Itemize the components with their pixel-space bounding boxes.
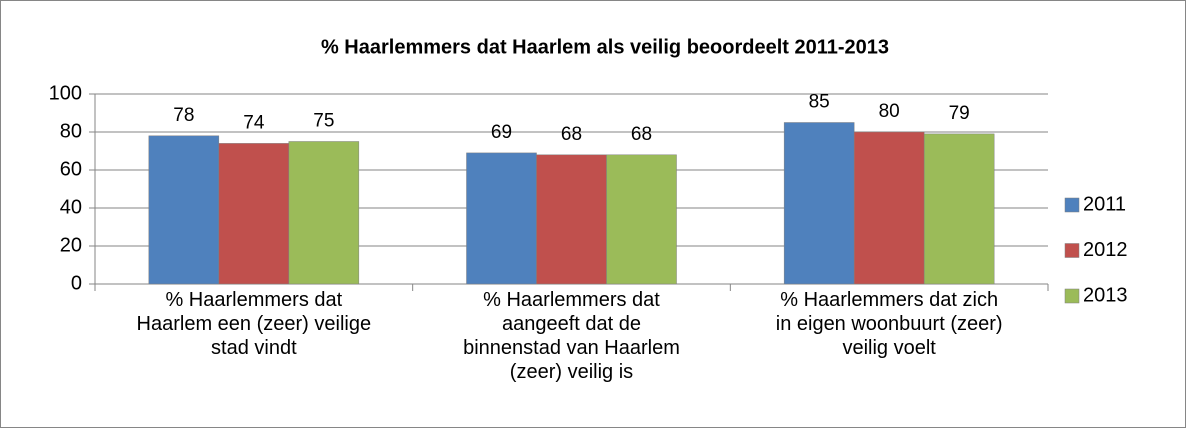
value-label: 79 bbox=[949, 103, 970, 124]
legend-label: 2012 bbox=[1083, 239, 1128, 261]
y-tick-label: 40 bbox=[60, 196, 82, 218]
bar bbox=[466, 152, 537, 285]
legend-swatch bbox=[1064, 243, 1080, 258]
value-label: 68 bbox=[561, 124, 582, 145]
value-label: 78 bbox=[173, 105, 194, 126]
legend-swatch bbox=[1064, 288, 1080, 304]
legend-label: 2011 bbox=[1083, 193, 1126, 215]
y-tick-label: 80 bbox=[60, 120, 82, 142]
y-tick-label: 0 bbox=[71, 272, 82, 294]
bar bbox=[288, 141, 360, 285]
bar bbox=[783, 122, 855, 285]
value-label: 74 bbox=[243, 112, 265, 133]
value-label: 69 bbox=[491, 122, 512, 143]
bar bbox=[536, 154, 607, 285]
y-tick-label: 100 bbox=[49, 82, 82, 104]
legend-label: 2013 bbox=[1083, 284, 1128, 306]
y-tick-label: 60 bbox=[60, 158, 82, 180]
value-label: 80 bbox=[879, 101, 900, 122]
value-label: 68 bbox=[631, 124, 652, 145]
bar bbox=[606, 154, 677, 285]
bar bbox=[218, 143, 290, 285]
x-tick-label: % Haarlemmers dat zich in eigen woonbuur… bbox=[775, 289, 1003, 359]
bar bbox=[923, 133, 995, 285]
legend-swatch bbox=[1064, 197, 1080, 213]
bar bbox=[853, 131, 925, 285]
value-label: 85 bbox=[809, 92, 830, 113]
y-tick-label: 20 bbox=[60, 234, 82, 256]
bar bbox=[148, 135, 220, 285]
value-label: 75 bbox=[313, 111, 334, 132]
chart-title: % Haarlemmers dat Haarlem als veilig beo… bbox=[321, 36, 889, 58]
x-tick-label: % Haarlemmers dat aangeeft dat de binnen… bbox=[463, 289, 680, 383]
x-tick-label: % Haarlemmers dat Haarlem een (zeer) vei… bbox=[136, 289, 372, 359]
